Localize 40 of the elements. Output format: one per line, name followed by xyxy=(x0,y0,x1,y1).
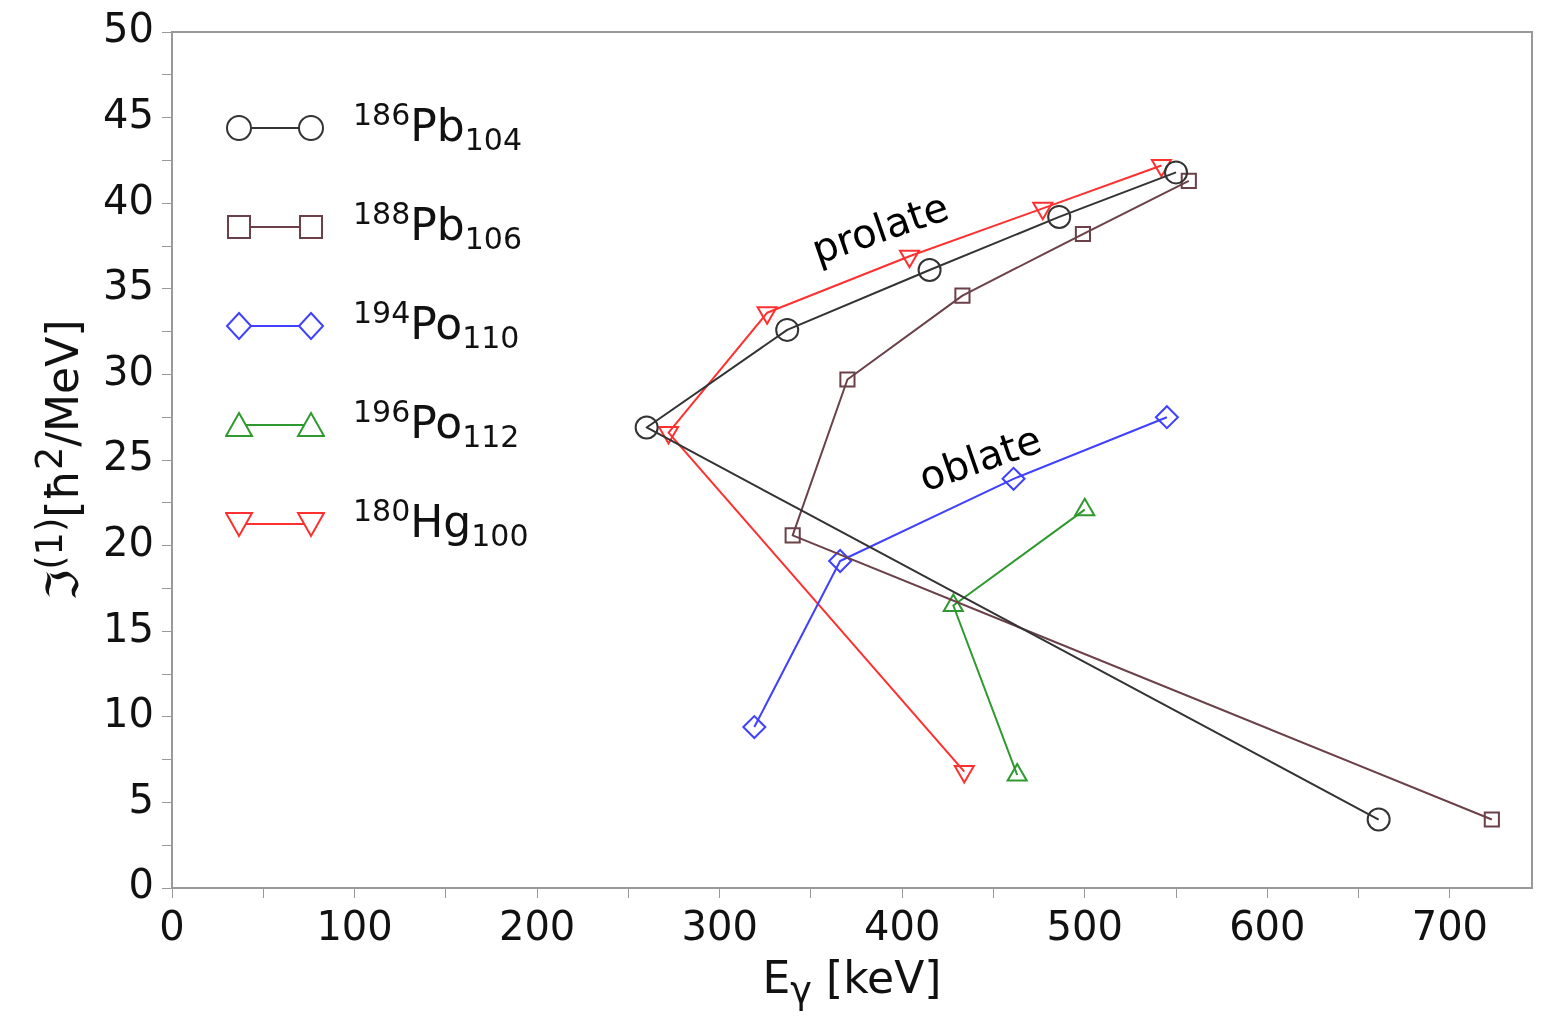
x-tick-label: 500 xyxy=(1046,903,1123,950)
y-tick-label: 30 xyxy=(103,347,154,394)
point xyxy=(1164,160,1189,185)
x-tick-label: 0 xyxy=(159,903,185,950)
point xyxy=(634,415,659,440)
y-tick-label: 35 xyxy=(103,262,154,309)
y-tick-label: 45 xyxy=(103,90,154,137)
x-tick-label: 700 xyxy=(1411,903,1489,950)
y-tick-label: 25 xyxy=(103,433,154,480)
point xyxy=(954,287,971,304)
point xyxy=(775,317,800,342)
point xyxy=(1047,204,1072,229)
x-tick-label: 100 xyxy=(316,903,393,950)
point xyxy=(1154,405,1179,430)
point xyxy=(839,371,856,388)
y-tick-label: 5 xyxy=(128,775,154,822)
x-axis-title: E$_{γ}$ [keV] xyxy=(762,952,942,1012)
point xyxy=(742,715,767,740)
y-tick-label: 0 xyxy=(128,861,154,908)
x-tick-label: 200 xyxy=(498,903,576,950)
legend-label: $^{188}$Pb$_{106}$ xyxy=(353,196,522,257)
y-tick-label: 10 xyxy=(103,690,154,737)
x-tick-label: 400 xyxy=(864,903,941,950)
point xyxy=(1180,172,1197,190)
point xyxy=(828,549,853,574)
y-tick-label: 50 xyxy=(103,5,154,52)
point xyxy=(784,527,801,544)
y-tick-label: 15 xyxy=(103,604,154,651)
legend-label: $^{180}$Hg$_{100}$ xyxy=(353,493,529,554)
legend-label: $^{194}$Po$_{110}$ xyxy=(353,295,520,356)
y-tick-label: 20 xyxy=(103,518,154,565)
point xyxy=(1074,225,1091,243)
x-tick-label: 300 xyxy=(681,903,758,950)
legend-label: $^{196}$Po$_{112}$ xyxy=(353,394,520,455)
legend-label: $^{186}$Pb$_{104}$ xyxy=(353,97,522,158)
x-tick-label: 600 xyxy=(1229,903,1306,950)
annotation: oblate xyxy=(913,415,1047,501)
point xyxy=(1366,807,1391,832)
point xyxy=(1483,811,1500,828)
y-tick-label: 40 xyxy=(103,176,154,223)
